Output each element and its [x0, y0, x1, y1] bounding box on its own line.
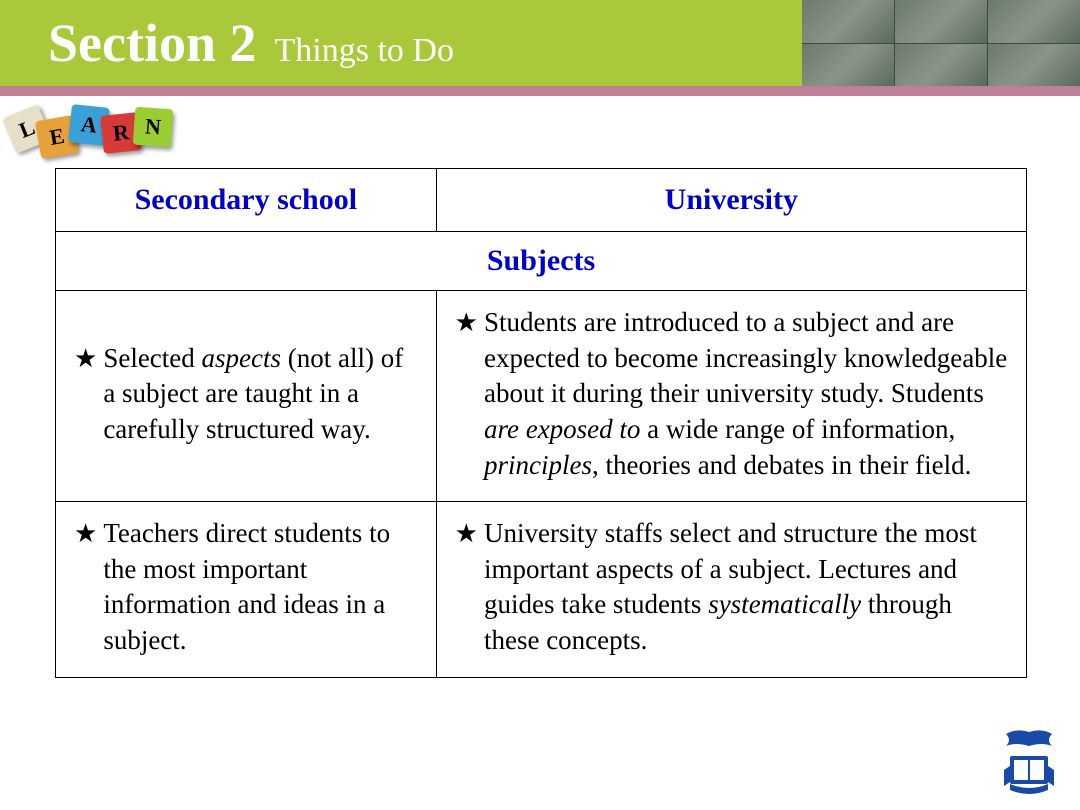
bullet-text: University staffs select and structure t… — [480, 516, 1008, 659]
header-photo — [988, 0, 1080, 43]
comparison-table: Secondary school University Subjects ★ S… — [55, 168, 1027, 678]
header-photo — [802, 0, 894, 43]
header-photo-collage — [802, 0, 1080, 86]
table-row: ★ Teachers direct students to the most i… — [56, 502, 1027, 678]
cell-secondary-1: ★ Selected aspects (not all) of a subjec… — [56, 291, 437, 502]
cell-secondary-2: ★ Teachers direct students to the most i… — [56, 502, 437, 678]
header-photo — [802, 44, 894, 87]
puzzle-piece-n: N — [133, 107, 174, 148]
cell-university-2: ★ University staffs select and structure… — [436, 502, 1026, 678]
comparison-table-wrap: Secondary school University Subjects ★ S… — [55, 168, 1027, 678]
header-title-group: Section 2 Things to Do — [0, 12, 454, 74]
header-photo — [988, 44, 1080, 87]
section-label-subjects: Subjects — [56, 232, 1027, 291]
bullet-text: Selected aspects (not all) of a subject … — [99, 341, 417, 448]
table-row: ★ Selected aspects (not all) of a subjec… — [56, 291, 1027, 502]
star-icon: ★ — [455, 516, 478, 551]
star-icon: ★ — [74, 341, 97, 376]
header-photo — [895, 44, 987, 87]
star-icon: ★ — [74, 516, 97, 551]
col-header-university: University — [436, 169, 1026, 232]
learn-puzzle-graphic: L E A R N — [0, 92, 185, 172]
table-section-row: Subjects — [56, 232, 1027, 291]
slide-header: Section 2 Things to Do — [0, 0, 1080, 86]
cell-university-1: ★ Students are introduced to a subject a… — [436, 291, 1026, 502]
bullet-text: Students are introduced to a subject and… — [480, 305, 1008, 483]
publisher-logo-icon — [996, 726, 1062, 796]
header-photo — [895, 0, 987, 43]
section-subtitle: Things to Do — [275, 32, 454, 70]
table-header-row: Secondary school University — [56, 169, 1027, 232]
bullet-text: Teachers direct students to the most imp… — [99, 516, 417, 659]
star-icon: ★ — [455, 305, 478, 340]
col-header-secondary: Secondary school — [56, 169, 437, 232]
section-number: Section 2 — [48, 12, 257, 74]
